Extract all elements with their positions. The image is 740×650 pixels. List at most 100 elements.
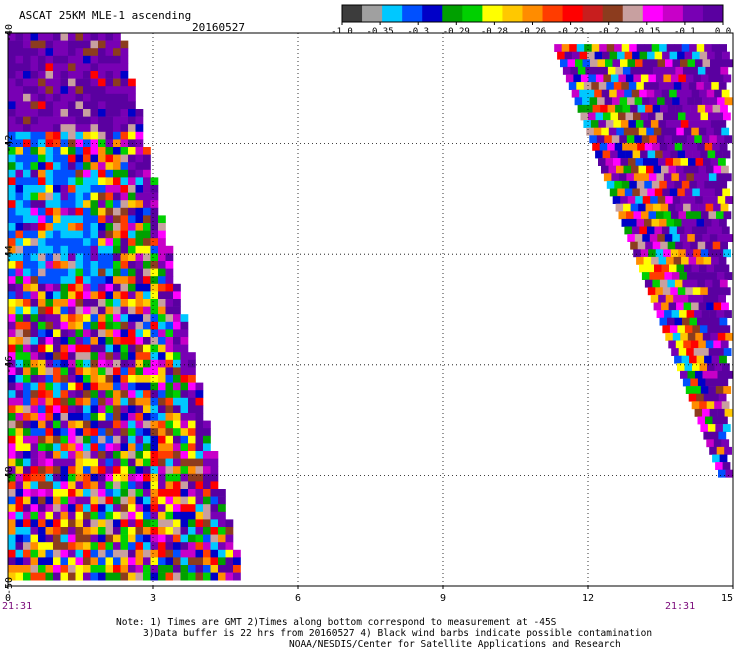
heatmap-cell bbox=[53, 48, 61, 57]
heatmap-cell bbox=[38, 177, 46, 186]
heatmap-cell bbox=[672, 332, 681, 341]
heatmap-cell bbox=[195, 420, 204, 429]
heatmap-cell bbox=[90, 458, 99, 467]
heatmap-cell bbox=[150, 519, 159, 528]
heatmap-cell bbox=[90, 268, 99, 277]
heatmap-cell bbox=[658, 256, 667, 265]
heatmap-cell bbox=[658, 82, 667, 90]
heatmap-cell bbox=[135, 481, 144, 490]
heatmap-cell bbox=[105, 154, 114, 163]
heatmap-cell bbox=[150, 337, 159, 345]
heatmap-cell bbox=[630, 104, 638, 113]
heatmap-cell bbox=[603, 173, 612, 182]
heatmap-cell bbox=[105, 306, 114, 315]
heatmap-cell bbox=[634, 135, 643, 144]
colorbar-swatch bbox=[402, 5, 423, 22]
heatmap-cell bbox=[135, 169, 144, 178]
heatmap-cell bbox=[45, 473, 54, 482]
heatmap-cell bbox=[8, 223, 16, 231]
heatmap-cell bbox=[53, 443, 61, 452]
heatmap-cell bbox=[68, 78, 76, 87]
heatmap-cell bbox=[120, 276, 129, 285]
heatmap-cell bbox=[90, 154, 99, 163]
heatmap-cell bbox=[605, 158, 614, 166]
heatmap-cell bbox=[105, 55, 114, 64]
heatmap-cell bbox=[698, 302, 707, 311]
heatmap-cell bbox=[694, 408, 703, 417]
heatmap-cell bbox=[38, 283, 46, 292]
heatmap-cell bbox=[660, 104, 668, 113]
heatmap-cell bbox=[143, 458, 151, 467]
heatmap-cell bbox=[75, 124, 84, 133]
heatmap-cell bbox=[120, 63, 129, 72]
heatmap-cell bbox=[83, 572, 91, 581]
heatmap-cell bbox=[83, 276, 91, 285]
heatmap-cell bbox=[158, 268, 166, 277]
heatmap-cell bbox=[75, 359, 84, 368]
heatmap-cell bbox=[83, 78, 91, 87]
heatmap-cell bbox=[165, 519, 174, 528]
heatmap-cell bbox=[120, 185, 129, 193]
heatmap-cell bbox=[607, 104, 616, 113]
heatmap-cell bbox=[120, 337, 129, 345]
heatmap-cell bbox=[660, 203, 669, 212]
heatmap-cell bbox=[150, 200, 159, 209]
heatmap-cell bbox=[150, 428, 159, 437]
heatmap-cell bbox=[75, 435, 84, 444]
heatmap-cell bbox=[113, 177, 121, 186]
heatmap-cell bbox=[98, 405, 106, 414]
heatmap-cell bbox=[68, 192, 76, 201]
heatmap-cell bbox=[143, 253, 151, 262]
heatmap-cell bbox=[173, 504, 181, 513]
heatmap-cell bbox=[210, 481, 219, 490]
heatmap-cell bbox=[113, 40, 121, 49]
heatmap-cell bbox=[23, 359, 31, 368]
heatmap-cell bbox=[113, 420, 121, 429]
heatmap-cell bbox=[90, 321, 99, 330]
heatmap-cell bbox=[30, 306, 39, 315]
heatmap-cell bbox=[180, 390, 189, 399]
heatmap-cell bbox=[690, 241, 698, 250]
heatmap-cell bbox=[30, 519, 39, 528]
heatmap-cell bbox=[635, 158, 644, 166]
heatmap-cell bbox=[15, 71, 24, 79]
heatmap-cell bbox=[113, 124, 121, 133]
heatmap-cell bbox=[667, 317, 675, 326]
heatmap-cell bbox=[618, 112, 626, 121]
heatmap-cell bbox=[75, 154, 84, 163]
heatmap-cell bbox=[706, 439, 715, 448]
heatmap-cell bbox=[8, 71, 16, 79]
heatmap-cell bbox=[53, 147, 61, 155]
heatmap-cell bbox=[150, 230, 159, 239]
heatmap-cell bbox=[60, 245, 69, 254]
heatmap-cell bbox=[83, 481, 91, 490]
heatmap-cell bbox=[23, 268, 31, 277]
heatmap-cell bbox=[75, 557, 84, 566]
heatmap-cell bbox=[722, 150, 731, 159]
heatmap-cell bbox=[158, 511, 166, 520]
heatmap-cell bbox=[8, 367, 16, 376]
heatmap-cell bbox=[648, 74, 657, 83]
heatmap-cell bbox=[195, 458, 204, 467]
heatmap-cell bbox=[688, 120, 697, 128]
heatmap-cell bbox=[681, 256, 689, 265]
heatmap-cell bbox=[53, 481, 61, 490]
heatmap-cell bbox=[560, 59, 568, 68]
heatmap-cell bbox=[30, 299, 39, 307]
heatmap-cell bbox=[650, 158, 659, 166]
heatmap-cell bbox=[60, 291, 69, 300]
colorbar-swatch bbox=[362, 5, 383, 22]
heatmap-cell bbox=[15, 451, 24, 459]
heatmap-cell bbox=[620, 196, 628, 204]
heatmap-cell bbox=[135, 420, 144, 429]
heatmap-cell bbox=[659, 44, 667, 52]
heatmap-cell bbox=[53, 223, 61, 231]
heatmap-cell bbox=[53, 86, 61, 95]
heatmap-cell bbox=[708, 74, 717, 83]
heatmap-cell bbox=[611, 135, 620, 144]
heatmap-cell bbox=[30, 71, 39, 79]
heatmap-cell bbox=[699, 89, 707, 98]
heatmap-cell bbox=[38, 261, 46, 269]
heatmap-cell bbox=[105, 63, 114, 72]
heatmap-cell bbox=[75, 511, 84, 520]
